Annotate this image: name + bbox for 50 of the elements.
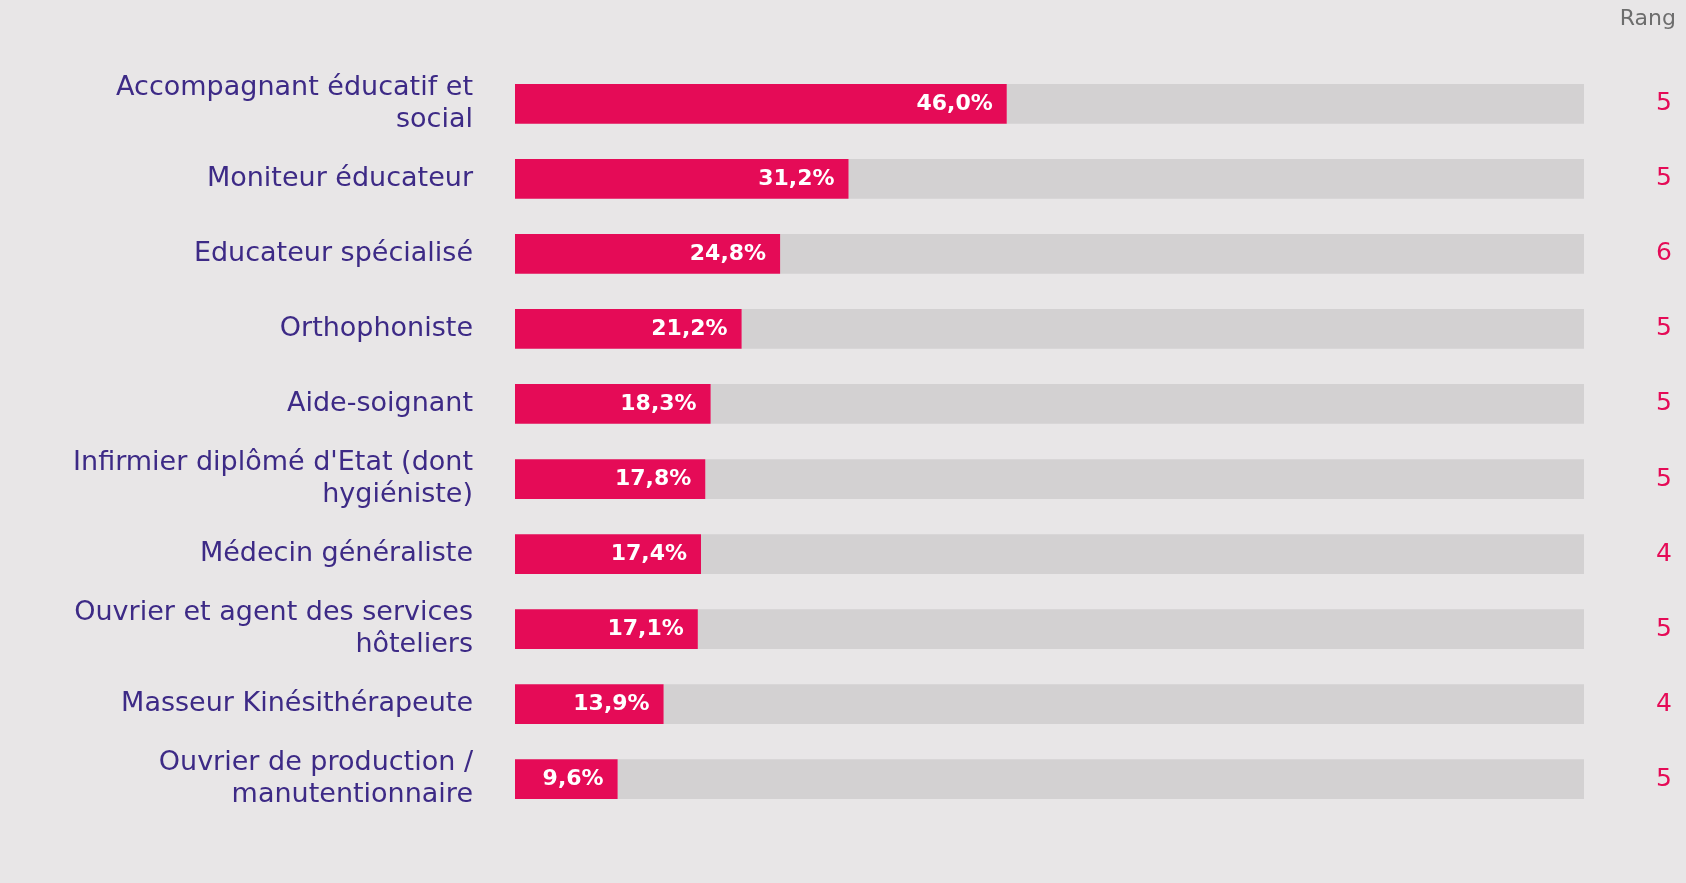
text: 5 [1656, 762, 1672, 792]
bar [515, 84, 1007, 124]
bar [515, 684, 664, 724]
text: 5 [1656, 387, 1672, 417]
data-label: 46,0% [916, 89, 993, 115]
data-label: 13,9% [573, 689, 650, 715]
data-label: 9,6% [542, 764, 604, 790]
text: 5 [1656, 612, 1672, 642]
data-label: 17,4% [610, 539, 688, 565]
bar [848, 159, 1584, 199]
y-tick-label: Infirmier diplômé d'Etat (dont hygiéniste) [73, 444, 473, 509]
data-label: 31,2% [758, 164, 835, 190]
bar [515, 609, 698, 649]
text: Rang [1619, 4, 1676, 30]
bar [697, 609, 1584, 649]
data-label: 18,3% [620, 389, 697, 415]
text: 4 [1656, 687, 1672, 717]
y-tick-label: Ouvrier de production / manutentionnaire [158, 744, 474, 809]
text: 6 [1656, 237, 1672, 267]
y-tick-label: Ouvrier et agent des services hôteliers [74, 594, 473, 659]
y-tick-label: Médecin généraliste [199, 536, 473, 568]
bar [515, 234, 781, 274]
bar [515, 534, 702, 574]
data-label: 21,2% [651, 314, 728, 340]
y-tick-label: Moniteur éducateur [206, 160, 474, 192]
y-tick-label: Masseur Kinésithérapeute [121, 686, 473, 718]
bar [515, 309, 742, 349]
y-tick-label: Orthophoniste [279, 310, 473, 342]
text: 4 [1656, 537, 1672, 567]
data-label: 17,1% [607, 614, 684, 640]
text: 5 [1656, 462, 1672, 492]
data-label: 17,8% [614, 464, 692, 490]
bar [617, 759, 1584, 799]
y-tick-label: Educateur spécialisé [193, 235, 473, 267]
y-tick-label: Accompagnant éducatif et social [116, 69, 473, 134]
text: 5 [1656, 162, 1672, 192]
bar [741, 309, 1584, 349]
y-tick-label: Aide-soignant [286, 386, 473, 418]
bar [663, 684, 1584, 724]
bar [515, 459, 706, 499]
bar [515, 384, 711, 424]
bar [710, 384, 1584, 424]
bar [705, 459, 1584, 499]
bar [515, 159, 849, 199]
data-label: 24,8% [689, 239, 767, 265]
text: 5 [1656, 87, 1672, 117]
text: 5 [1656, 312, 1672, 342]
bar [780, 234, 1584, 274]
bar [701, 534, 1584, 574]
bar [1006, 84, 1584, 124]
